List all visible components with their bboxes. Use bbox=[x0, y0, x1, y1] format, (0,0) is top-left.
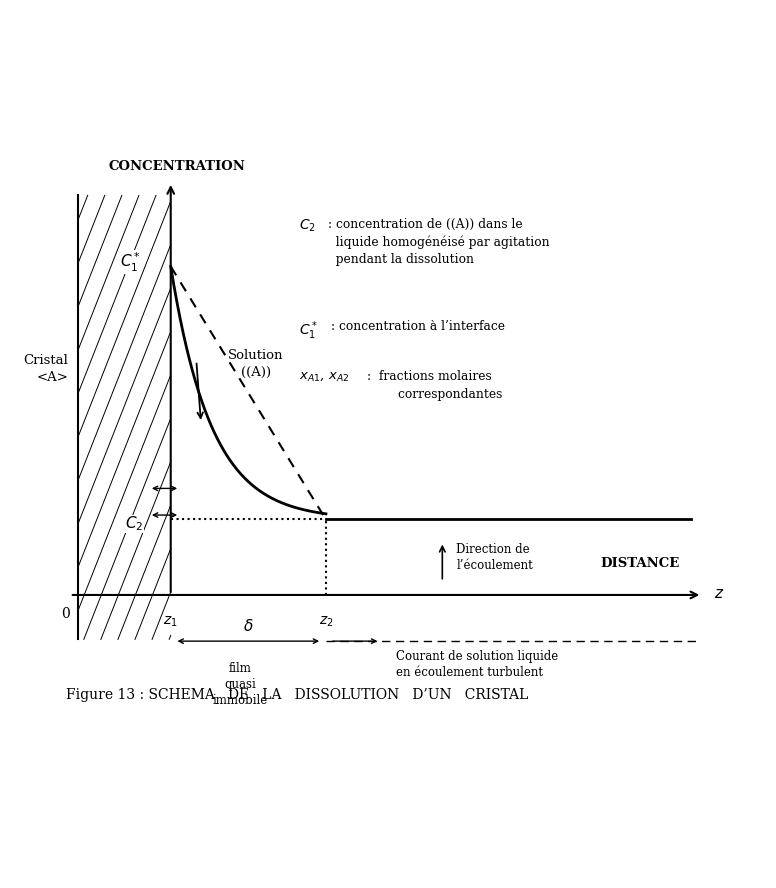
Text: $C_2$: $C_2$ bbox=[299, 218, 316, 234]
Text: DISTANCE: DISTANCE bbox=[601, 557, 680, 570]
Text: $x_{A1}$, $x_{A2}$: $x_{A1}$, $x_{A2}$ bbox=[299, 370, 349, 384]
Text: $\delta$: $\delta$ bbox=[243, 618, 254, 634]
Text: Solution
((A)): Solution ((A)) bbox=[228, 349, 284, 379]
Text: film
quasi
immobile: film quasi immobile bbox=[213, 662, 268, 707]
Text: :  fractions molaires
        correspondantes: : fractions molaires correspondantes bbox=[367, 370, 502, 400]
Text: Cristal
<A>: Cristal <A> bbox=[23, 353, 68, 384]
Text: $z_2$: $z_2$ bbox=[319, 614, 333, 629]
Text: Direction de
l’écoulement: Direction de l’écoulement bbox=[456, 543, 533, 572]
Text: $C_1^*$: $C_1^*$ bbox=[299, 320, 318, 342]
Text: 0: 0 bbox=[61, 607, 71, 622]
Text: : concentration à l’interface: : concentration à l’interface bbox=[331, 320, 505, 333]
Text: $C_2$: $C_2$ bbox=[125, 514, 144, 534]
Text: $C_1^*$: $C_1^*$ bbox=[120, 250, 141, 274]
Text: Courant de solution liquide
en écoulement turbulent: Courant de solution liquide en écoulemen… bbox=[396, 650, 558, 679]
Text: z: z bbox=[714, 586, 722, 600]
Text: CONCENTRATION: CONCENTRATION bbox=[109, 160, 245, 173]
Text: : concentration de ((A)) dans le
  liquide homogénéisé par agitation
  pendant l: : concentration de ((A)) dans le liquide… bbox=[328, 218, 550, 266]
Text: $z_1$: $z_1$ bbox=[164, 614, 178, 629]
Text: Figure 13 : SCHEMA   DE   LA   DISSOLUTION   D’UN   CRISTAL: Figure 13 : SCHEMA DE LA DISSOLUTION D’U… bbox=[66, 688, 528, 702]
